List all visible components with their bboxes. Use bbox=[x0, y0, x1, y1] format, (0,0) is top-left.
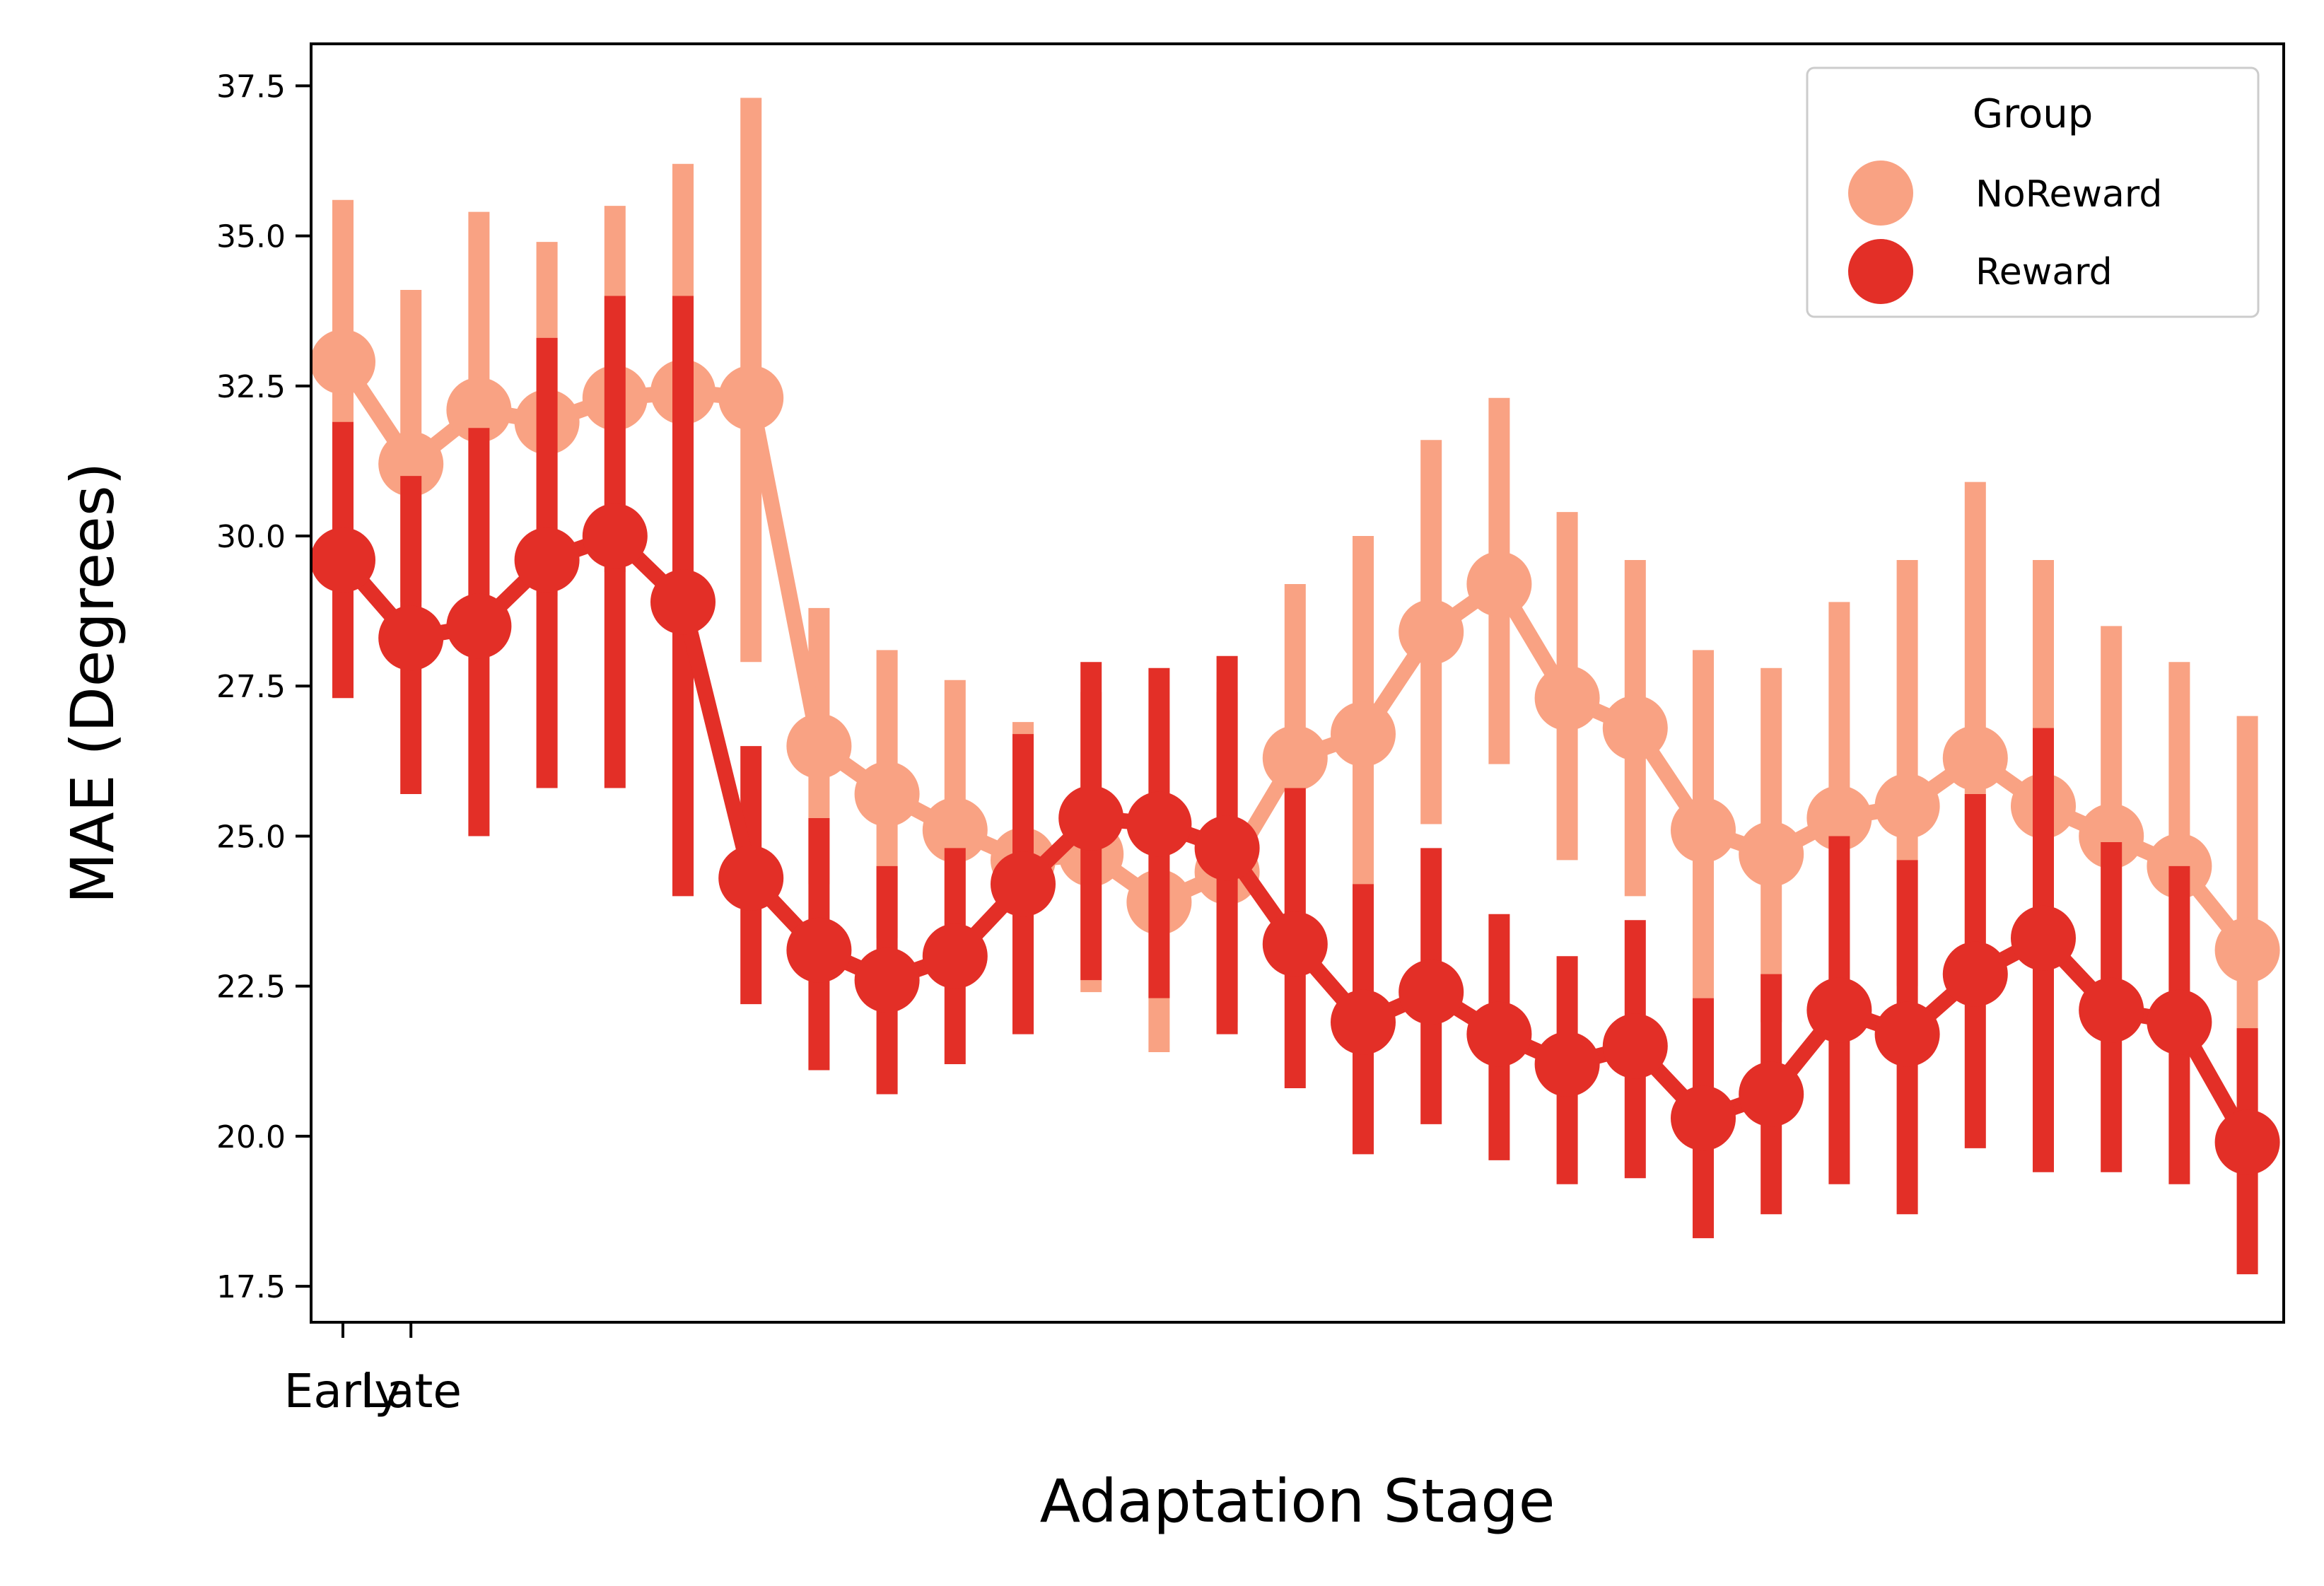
data-point-noreward bbox=[718, 365, 784, 431]
legend-marker-noreward bbox=[1848, 161, 1913, 226]
data-point-reward bbox=[854, 947, 920, 1013]
axes-layer: 17.5 20.0 22.5 25.0 27.5 30.0 32.5 35.0 37.5 Ear… bbox=[58, 42, 2285, 1536]
series-layer bbox=[310, 98, 2280, 1275]
data-point-reward bbox=[1806, 977, 1872, 1043]
x-tick-label: Late bbox=[360, 1364, 462, 1418]
data-point-noreward bbox=[446, 377, 512, 443]
data-point-reward bbox=[582, 503, 648, 569]
data-point-reward bbox=[1194, 815, 1260, 881]
data-point-reward bbox=[1262, 911, 1328, 977]
data-point-reward bbox=[1058, 785, 1124, 851]
data-point-noreward bbox=[1466, 551, 1532, 617]
data-point-noreward bbox=[786, 713, 852, 779]
data-point-reward bbox=[2011, 905, 2076, 971]
plot-frame bbox=[310, 42, 2285, 1324]
y-tick-label: 17.5 bbox=[216, 1269, 286, 1305]
y-tick-label: 32.5 bbox=[216, 369, 286, 405]
data-point-noreward bbox=[1534, 665, 1600, 731]
data-point-noreward bbox=[1806, 785, 1872, 851]
y-tick-label: 22.5 bbox=[216, 969, 286, 1005]
data-point-noreward bbox=[1262, 725, 1328, 791]
legend-label-noreward: NoReward bbox=[1975, 173, 2162, 216]
data-point-noreward bbox=[1602, 695, 1668, 761]
y-tick-label: 20.0 bbox=[216, 1119, 286, 1155]
y-axis: 17.5 20.0 22.5 25.0 27.5 30.0 32.5 35.0 37.5 bbox=[216, 69, 311, 1305]
y-tick-label: 30.0 bbox=[216, 519, 286, 555]
data-point-noreward bbox=[1874, 774, 1940, 839]
data-point-noreward bbox=[2214, 917, 2280, 983]
data-point-reward bbox=[446, 593, 512, 659]
data-point-noreward bbox=[922, 797, 988, 863]
y-tick-label: 35.0 bbox=[216, 219, 286, 255]
series-reward bbox=[310, 296, 2280, 1275]
data-point-reward bbox=[1331, 989, 1396, 1055]
data-point-reward bbox=[1602, 1013, 1668, 1079]
data-point-reward bbox=[2214, 1109, 2280, 1175]
data-point-reward bbox=[1534, 1032, 1600, 1097]
data-point-noreward bbox=[854, 762, 920, 827]
data-point-noreward bbox=[1671, 797, 1736, 863]
data-point-reward bbox=[922, 923, 988, 989]
data-point-noreward bbox=[378, 431, 444, 497]
data-point-reward bbox=[718, 845, 784, 911]
data-point-reward bbox=[1671, 1085, 1736, 1151]
data-point-noreward bbox=[1942, 725, 2008, 791]
data-point-noreward bbox=[1399, 599, 1464, 665]
data-point-noreward bbox=[310, 329, 375, 395]
data-point-reward bbox=[2079, 977, 2144, 1043]
data-point-noreward bbox=[1739, 821, 1804, 887]
legend: Group NoReward Reward bbox=[1806, 66, 2260, 318]
y-tick-label: 27.5 bbox=[216, 669, 286, 705]
data-point-reward bbox=[1942, 941, 2008, 1007]
y-tick-label: 37.5 bbox=[216, 69, 286, 105]
legend-title: Group bbox=[1973, 91, 2094, 137]
y-axis-title: MAE (Degrees) bbox=[58, 462, 127, 904]
data-point-reward bbox=[991, 851, 1056, 917]
data-point-noreward bbox=[2079, 803, 2144, 869]
data-point-reward bbox=[1126, 791, 1192, 857]
data-point-reward bbox=[1399, 960, 1464, 1025]
data-point-reward bbox=[2147, 989, 2212, 1055]
data-point-reward bbox=[378, 605, 444, 671]
data-point-reward bbox=[650, 569, 716, 635]
y-tick-label: 25.0 bbox=[216, 819, 286, 855]
data-point-reward bbox=[514, 527, 580, 593]
legend-marker-reward bbox=[1848, 239, 1913, 304]
data-point-reward bbox=[310, 527, 375, 593]
data-point-reward bbox=[1739, 1061, 1804, 1127]
legend-box bbox=[1806, 66, 2260, 318]
x-axis-title: Adaptation Stage bbox=[1040, 1467, 1555, 1536]
data-point-reward bbox=[1874, 1001, 1940, 1067]
legend-label-reward: Reward bbox=[1975, 251, 2113, 293]
x-tick-label: Early bbox=[284, 1364, 402, 1418]
data-point-reward bbox=[1466, 1001, 1532, 1067]
data-point-reward bbox=[786, 917, 852, 983]
data-point-noreward bbox=[1331, 701, 1396, 767]
